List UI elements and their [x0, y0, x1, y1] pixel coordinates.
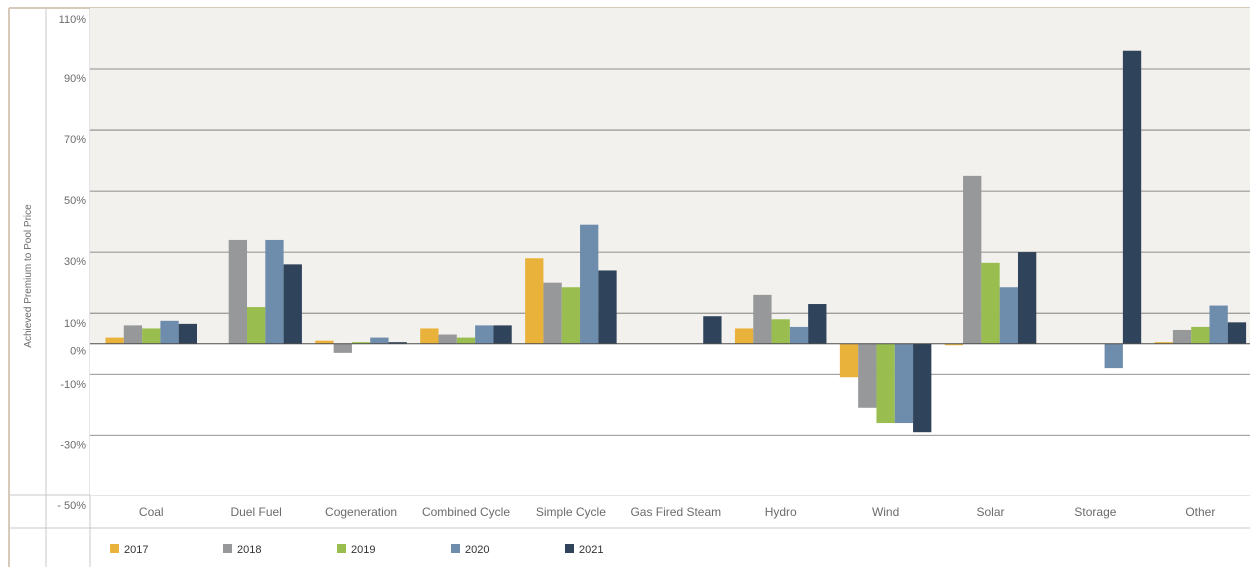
- y-tick-labels-group: 110% 90% 70% 50% 30% 10% 0% -10% -30% - 50%: [57, 14, 86, 512]
- x-tick-label: Cogeneration: [325, 505, 397, 519]
- x-tick-label: Hydro: [765, 505, 797, 519]
- plot-background-group: [90, 8, 1250, 495]
- legend-label-2021: 2021: [579, 544, 603, 556]
- bar-2019-duel-fuel: [247, 307, 266, 344]
- y-tick-label: 0%: [70, 346, 86, 358]
- bar-2019-wind: [876, 343, 895, 424]
- bar-2020-combined-cycle: [475, 325, 494, 344]
- bar-2017-coal: [105, 337, 124, 344]
- y-tick-label: 70%: [64, 134, 86, 146]
- x-tick-label: Duel Fuel: [230, 505, 281, 519]
- bar-2021-wind: [913, 343, 932, 433]
- legend-swatch-2017: [110, 544, 119, 553]
- bar-2017-simple-cycle: [525, 258, 544, 344]
- bar-2018-wind: [858, 343, 877, 408]
- y-tick-label: -10%: [60, 379, 86, 391]
- bar-2019-simple-cycle: [561, 287, 581, 344]
- bar-2018-combined-cycle: [438, 334, 457, 344]
- plot-area-positive: [90, 8, 1250, 344]
- bar-2019-cogeneration: [351, 342, 371, 344]
- x-tick-label: Storage: [1074, 505, 1116, 519]
- x-tick-label: Combined Cycle: [422, 505, 510, 519]
- legend-label-2019: 2019: [351, 544, 375, 556]
- bar-2018-duel-fuel: [228, 239, 248, 344]
- y-tick-label: 90%: [64, 73, 86, 85]
- x-tick-label: Solar: [977, 505, 1005, 519]
- bar-2019-coal: [142, 328, 161, 344]
- bars-group: [105, 50, 1247, 433]
- bar-2021-cogeneration: [388, 342, 407, 344]
- x-tick-label: Gas Fired Steam: [630, 505, 721, 519]
- bar-2020-hydro: [789, 326, 809, 344]
- x-tick-labels-group: Coal Duel Fuel Cogeneration Combined Cycle S…: [139, 505, 1215, 519]
- bar-2020-solar: [999, 287, 1018, 344]
- bar-2021-coal: [178, 323, 197, 344]
- bar-2017-solar: [944, 343, 964, 346]
- bar-2017-combined-cycle: [420, 328, 439, 344]
- bar-2019-other: [1191, 326, 1210, 344]
- bar-2017-wind: [839, 343, 859, 378]
- y-axis-label: Achieved Premium to Pool Price: [23, 204, 34, 348]
- y-tick-label: -30%: [60, 439, 86, 451]
- x-tick-label: Other: [1185, 505, 1215, 519]
- bar-2020-storage: [1104, 343, 1123, 369]
- bar-2020-wind: [894, 343, 914, 424]
- y-tick-label: 50%: [64, 195, 86, 207]
- bar-2021-hydro: [808, 304, 827, 344]
- bar-2018-other: [1172, 329, 1192, 344]
- plot-area-negative: [90, 343, 1250, 495]
- bar-2018-solar: [963, 175, 982, 344]
- bar-2018-coal: [123, 325, 143, 344]
- bar-2020-coal: [160, 320, 179, 344]
- legend-swatch-2018: [223, 544, 232, 553]
- bar-2019-combined-cycle: [456, 337, 476, 344]
- bar-2017-cogeneration: [315, 340, 334, 344]
- bar-2017-other: [1154, 342, 1173, 344]
- legend-swatch-2019: [337, 544, 346, 553]
- bar-2018-hydro: [753, 294, 772, 344]
- legend-label-2017: 2017: [124, 544, 148, 556]
- bar-2020-cogeneration: [370, 337, 389, 344]
- bar-2018-simple-cycle: [543, 282, 562, 344]
- bar-2019-hydro: [771, 319, 790, 344]
- bar-2019-solar: [981, 262, 1000, 344]
- legend-group: 2017 2018 2019 2020 2021: [110, 544, 603, 556]
- bar-2020-other: [1209, 305, 1228, 344]
- bar-2017-hydro: [734, 328, 754, 344]
- x-tick-label: Wind: [872, 505, 899, 519]
- bar-2020-duel-fuel: [265, 239, 284, 344]
- y-tick-label: 30%: [64, 256, 86, 268]
- bar-2021-combined-cycle: [493, 325, 512, 344]
- legend-label-2018: 2018: [237, 544, 261, 556]
- x-tick-label: Coal: [139, 505, 164, 519]
- y-tick-label: 110%: [59, 14, 87, 26]
- bar-2021-storage: [1122, 50, 1142, 344]
- bar-2020-simple-cycle: [580, 224, 599, 344]
- bar-2021-solar: [1017, 252, 1037, 344]
- y-tick-label: - 50%: [57, 500, 86, 512]
- bar-2021-other: [1227, 322, 1247, 344]
- bar-2021-simple-cycle: [598, 270, 617, 344]
- bar-2021-duel-fuel: [283, 264, 302, 344]
- bar-2021-gas-fired-steam: [703, 316, 722, 344]
- bar-2018-cogeneration: [333, 343, 352, 353]
- legend-swatch-2021: [565, 544, 574, 553]
- legend-swatch-2020: [451, 544, 460, 553]
- legend-label-2020: 2020: [465, 544, 489, 556]
- x-tick-label: Simple Cycle: [536, 505, 606, 519]
- y-tick-label: 10%: [64, 318, 86, 330]
